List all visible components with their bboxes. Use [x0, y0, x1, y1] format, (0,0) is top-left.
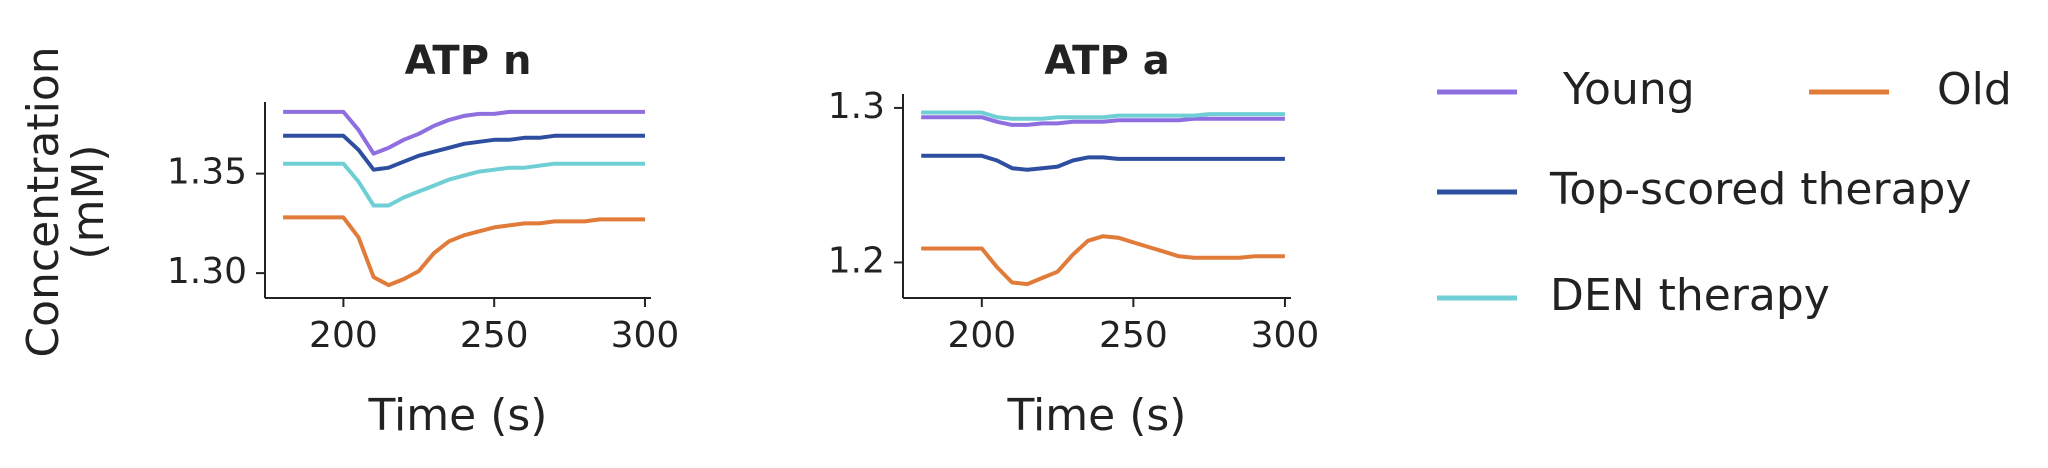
series-line — [283, 109, 645, 156]
series-line — [921, 110, 1285, 121]
x-tick-label: 250 — [460, 315, 529, 356]
series-line — [283, 133, 645, 172]
x-tick-label: 200 — [309, 315, 378, 356]
y-tick-label: 1.35 — [167, 152, 247, 193]
series-line — [283, 161, 645, 208]
legend-label: Top-scored therapy — [1549, 164, 1972, 215]
series-line — [283, 215, 645, 288]
y-tick-label: 1.2 — [828, 240, 885, 281]
x-tick-label: 300 — [1251, 315, 1320, 356]
legend-label: Old — [1937, 64, 2012, 115]
legend-label: Young — [1562, 64, 1695, 115]
y-axis-label: (mM) — [63, 144, 114, 259]
x-axis-label: Time (s) — [368, 390, 548, 441]
series-line — [921, 234, 1285, 287]
series-line — [921, 115, 1285, 127]
x-tick-label: 300 — [611, 315, 680, 356]
y-tick-label: 1.30 — [167, 251, 247, 292]
x-tick-label: 200 — [947, 315, 1016, 356]
y-tick-label: 1.3 — [828, 86, 885, 127]
chart-title: ATP n — [405, 38, 532, 84]
legend-label: DEN therapy — [1550, 270, 1830, 321]
y-axis-label: Concentration — [18, 46, 69, 357]
x-tick-label: 250 — [1099, 315, 1168, 356]
x-axis-label: Time (s) — [1007, 390, 1187, 441]
chart-title: ATP a — [1044, 38, 1169, 84]
series-line — [921, 153, 1285, 172]
